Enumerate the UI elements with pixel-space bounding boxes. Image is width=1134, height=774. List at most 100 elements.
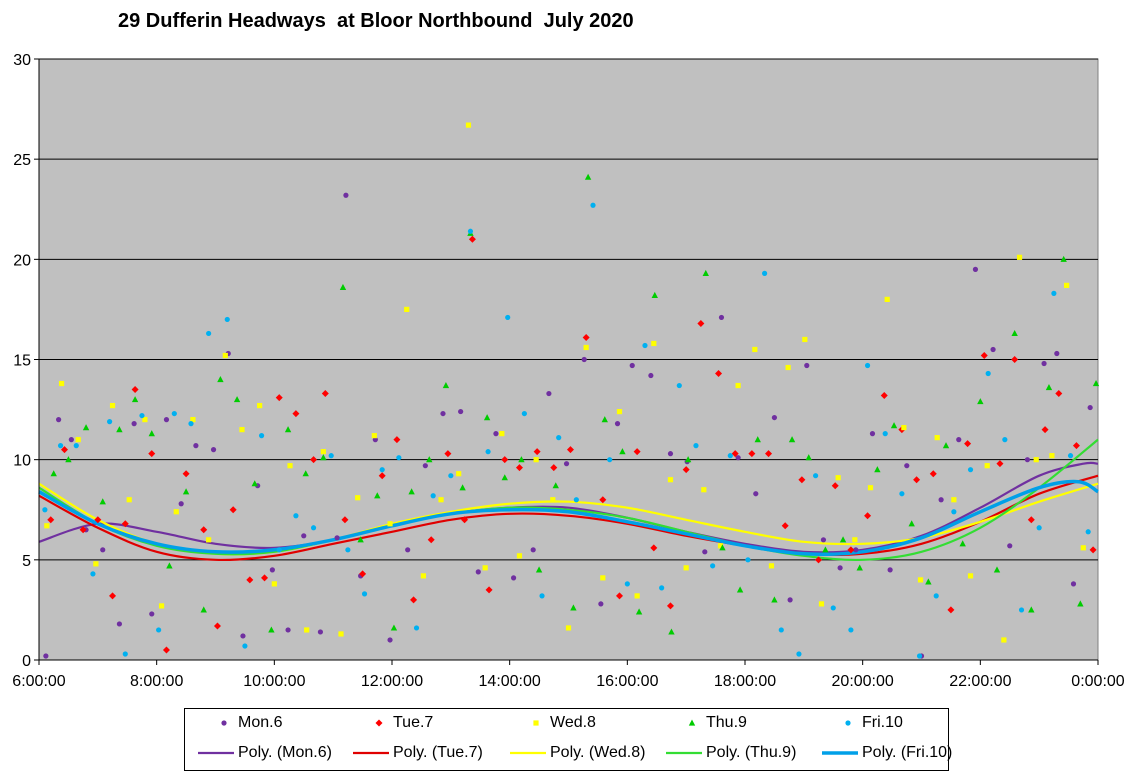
legend-marker xyxy=(375,719,383,727)
data-point xyxy=(121,520,129,528)
data-point xyxy=(839,536,847,543)
data-point xyxy=(835,475,841,481)
legend-swatch xyxy=(845,720,851,726)
data-point xyxy=(516,553,523,559)
legend-key xyxy=(510,742,546,764)
y-tick-label: 20 xyxy=(13,252,31,269)
data-point xyxy=(65,456,72,463)
data-point xyxy=(320,454,327,461)
data-point xyxy=(426,456,433,463)
data-point xyxy=(788,436,796,443)
data-point xyxy=(427,536,435,544)
data-point xyxy=(499,431,505,437)
legend-swatch xyxy=(688,719,696,726)
legend-item: Poly. (Fri.10) xyxy=(822,742,952,764)
trendline xyxy=(38,474,1099,562)
data-point xyxy=(334,535,340,541)
data-point xyxy=(929,470,937,478)
x-tick-label: 0:00:00 xyxy=(1071,673,1124,690)
data-point xyxy=(600,575,606,581)
x-tick-label: 20:00:00 xyxy=(832,673,894,690)
data-point xyxy=(964,440,972,448)
legend-key xyxy=(198,712,234,734)
data-point xyxy=(269,567,275,573)
legend-item: Tue.7 xyxy=(353,712,433,734)
chart-title: 29 Dufferin Headways at Bloor Northbound… xyxy=(118,10,634,32)
data-point xyxy=(899,491,905,497)
data-point xyxy=(581,356,587,363)
data-point xyxy=(178,501,184,507)
data-point xyxy=(93,561,99,567)
data-point xyxy=(590,202,596,208)
data-point xyxy=(938,497,944,503)
data-point xyxy=(341,516,349,524)
data-point xyxy=(959,540,966,547)
data-point xyxy=(805,454,812,461)
data-point xyxy=(338,631,344,637)
y-tick-label: 25 xyxy=(13,152,31,169)
data-point xyxy=(642,342,648,349)
data-point xyxy=(831,482,839,490)
data-point xyxy=(601,416,608,423)
data-point xyxy=(1067,453,1074,459)
data-point xyxy=(156,627,162,633)
data-point xyxy=(530,547,536,553)
data-point xyxy=(972,266,979,272)
data-point xyxy=(131,421,137,427)
x-tick-label: 8:00:00 xyxy=(130,673,183,690)
data-point xyxy=(493,431,499,437)
legend-key xyxy=(822,742,858,764)
data-point xyxy=(882,431,888,437)
data-point xyxy=(1016,254,1023,260)
data-point xyxy=(778,627,784,633)
data-point xyxy=(539,593,545,599)
data-point xyxy=(650,544,658,552)
data-point xyxy=(126,497,132,503)
gridlines xyxy=(39,58,1098,561)
x-tick-label: 10:00:00 xyxy=(243,673,305,690)
data-point xyxy=(131,396,139,403)
data-point xyxy=(1070,581,1077,587)
data-point xyxy=(467,228,474,234)
data-point xyxy=(682,466,690,474)
data-point xyxy=(182,488,190,495)
data-point xyxy=(60,446,68,454)
data-point xyxy=(1045,384,1053,391)
data-point xyxy=(1007,543,1013,549)
data-point xyxy=(442,382,450,389)
data-point xyxy=(813,473,819,479)
data-point xyxy=(240,633,246,639)
data-point xyxy=(246,576,254,584)
data-point xyxy=(701,487,707,493)
data-point xyxy=(465,122,472,128)
data-point xyxy=(1011,356,1019,363)
data-point xyxy=(149,611,155,617)
data-point xyxy=(1051,290,1057,296)
data-point xyxy=(200,606,207,613)
data-point xyxy=(852,537,858,543)
data-point xyxy=(420,573,426,579)
data-point xyxy=(933,593,939,599)
data-point xyxy=(242,643,248,649)
data-point xyxy=(710,563,716,569)
data-point xyxy=(566,446,574,454)
data-point xyxy=(614,421,621,427)
data-point xyxy=(570,604,577,611)
data-point xyxy=(666,602,674,610)
data-point xyxy=(483,414,491,421)
data-point xyxy=(1001,637,1007,643)
data-point xyxy=(1089,546,1097,554)
data-point xyxy=(830,605,836,611)
data-point xyxy=(42,507,48,513)
legend-marker xyxy=(688,719,696,726)
y-tick-label: 10 xyxy=(13,453,31,470)
data-point xyxy=(166,562,173,569)
trendline xyxy=(38,438,1099,562)
data-point xyxy=(967,573,974,579)
data-point xyxy=(224,316,230,323)
data-point xyxy=(1064,282,1070,288)
data-point xyxy=(745,557,751,563)
data-point xyxy=(222,352,228,359)
data-point xyxy=(459,484,466,491)
data-point xyxy=(200,526,208,534)
